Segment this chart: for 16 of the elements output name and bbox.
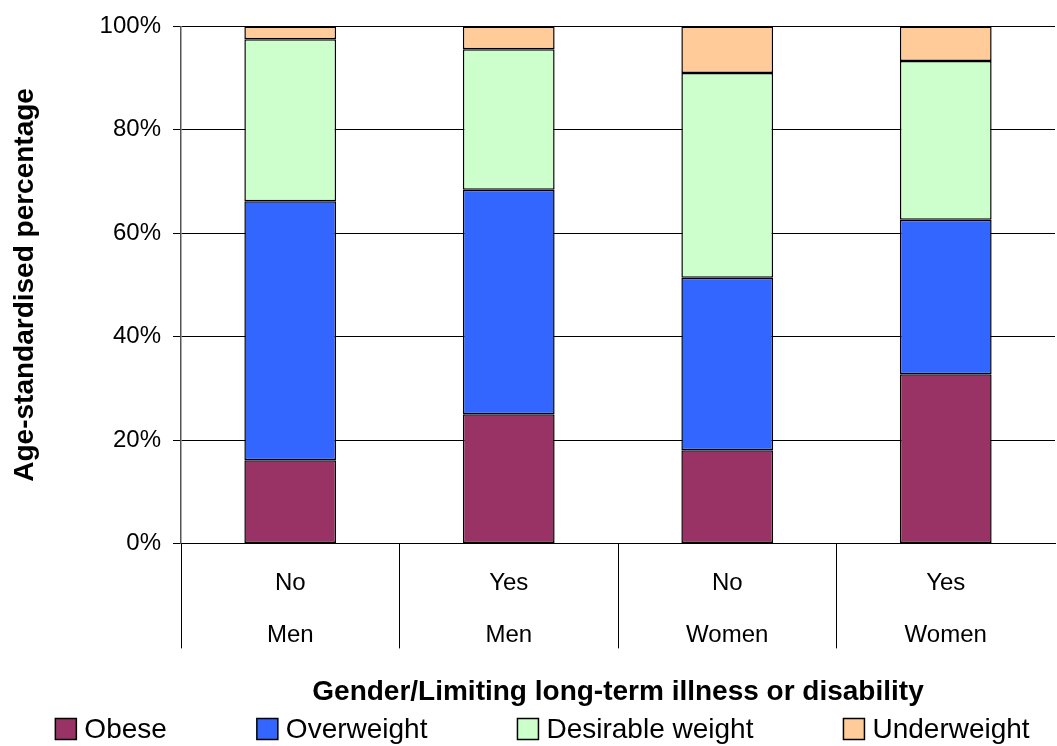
y-tick-label: 20% bbox=[112, 424, 161, 452]
legend-label: Underweight bbox=[872, 712, 1030, 744]
x-tick-label: No Women bbox=[686, 568, 769, 648]
y-tick-label: 0% bbox=[126, 528, 161, 556]
legend-label: Overweight bbox=[285, 712, 428, 744]
y-tick-label: 60% bbox=[112, 217, 161, 245]
y-tick-label: 80% bbox=[112, 114, 161, 142]
legend-label: Obese bbox=[84, 712, 167, 744]
legend-label: Desirable weight bbox=[546, 712, 754, 744]
x-tick-label: No Men bbox=[266, 568, 314, 648]
y-axis-title: Age-standardised percentage bbox=[7, 88, 39, 482]
x-tick-label: Yes Men bbox=[485, 568, 533, 648]
x-axis-title: Gender/Limiting long-term illness or disability bbox=[312, 674, 925, 706]
y-tick-label: 100% bbox=[99, 11, 161, 39]
y-tick-label: 40% bbox=[112, 321, 161, 349]
x-tick-label: Yes Women bbox=[904, 568, 987, 648]
